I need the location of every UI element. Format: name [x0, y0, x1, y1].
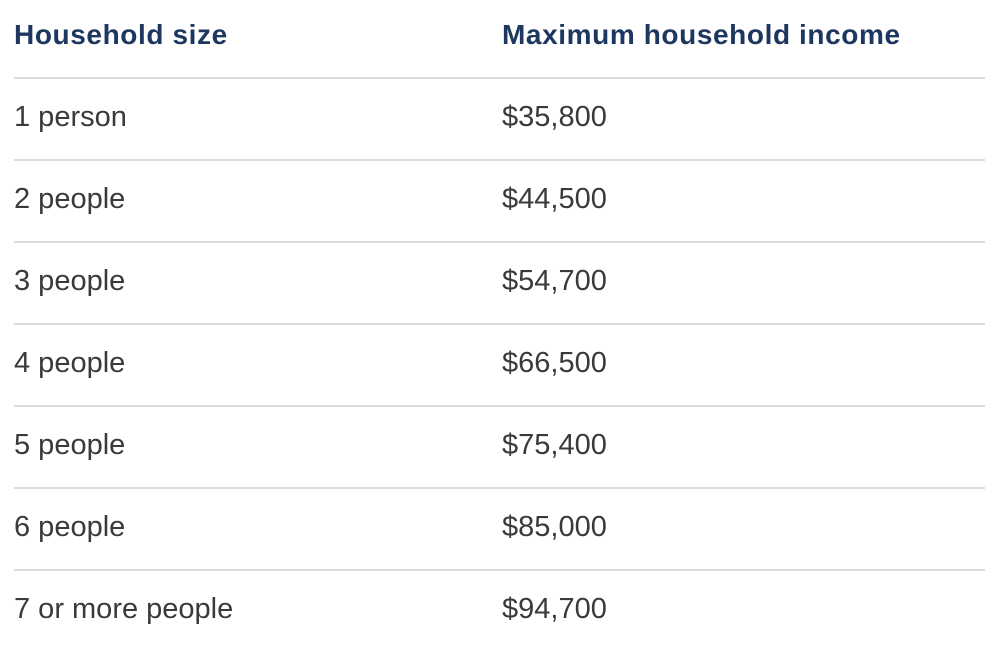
household-size-cell: 3 people — [14, 242, 502, 325]
income-limits-table-container: Household size Maximum household income … — [14, 0, 985, 651]
table-row: 1 person $35,800 — [14, 78, 985, 161]
income-limits-table: Household size Maximum household income … — [14, 0, 985, 651]
max-income-value: $44,500 — [502, 182, 607, 215]
table-row: 5 people $75,400 — [14, 406, 985, 489]
max-income-cell: $66,500 — [502, 324, 985, 407]
table-header-row: Household size Maximum household income — [14, 0, 985, 79]
household-size-cell: 2 people — [14, 160, 502, 243]
table-row: 7 or more people $94,700 — [14, 570, 985, 651]
table-body: 1 person $35,800 2 people $44,500 3 peop… — [14, 78, 985, 651]
household-size-cell: 6 people — [14, 488, 502, 571]
max-income-cell: $94,700 — [502, 570, 985, 651]
max-income-cell: $54,700 — [502, 242, 985, 325]
max-income-cell: $85,000 — [502, 488, 985, 571]
table-row: 4 people $66,500 — [14, 324, 985, 407]
table-header: Household size Maximum household income — [14, 0, 985, 79]
header-household-size: Household size — [14, 0, 502, 79]
household-size-value: 5 people — [14, 428, 126, 461]
household-size-value: 6 people — [14, 510, 126, 543]
max-income-value: $94,700 — [502, 592, 607, 625]
household-size-cell: 4 people — [14, 324, 502, 407]
max-income-cell: $75,400 — [502, 406, 985, 489]
household-size-value: 2 people — [14, 182, 126, 215]
max-income-value: $35,800 — [502, 100, 607, 133]
table-row: 6 people $85,000 — [14, 488, 985, 571]
table-row: 2 people $44,500 — [14, 160, 985, 243]
household-size-value: 3 people — [14, 264, 126, 297]
household-size-value: 4 people — [14, 346, 126, 379]
max-income-cell: $44,500 — [502, 160, 985, 243]
household-size-cell: 7 or more people — [14, 570, 502, 651]
table-row: 3 people $54,700 — [14, 242, 985, 325]
household-size-cell: 1 person — [14, 78, 502, 161]
max-income-value: $75,400 — [502, 428, 607, 461]
household-size-cell: 5 people — [14, 406, 502, 489]
max-income-value: $85,000 — [502, 510, 607, 543]
max-income-value: $54,700 — [502, 264, 607, 297]
household-size-value: 1 person — [14, 100, 127, 133]
max-income-value: $66,500 — [502, 346, 607, 379]
header-maximum-household-income-label: Maximum household income — [502, 18, 901, 50]
household-size-value: 7 or more people — [14, 592, 234, 625]
max-income-cell: $35,800 — [502, 78, 985, 161]
header-household-size-label: Household size — [14, 18, 228, 50]
header-maximum-household-income: Maximum household income — [502, 0, 985, 79]
